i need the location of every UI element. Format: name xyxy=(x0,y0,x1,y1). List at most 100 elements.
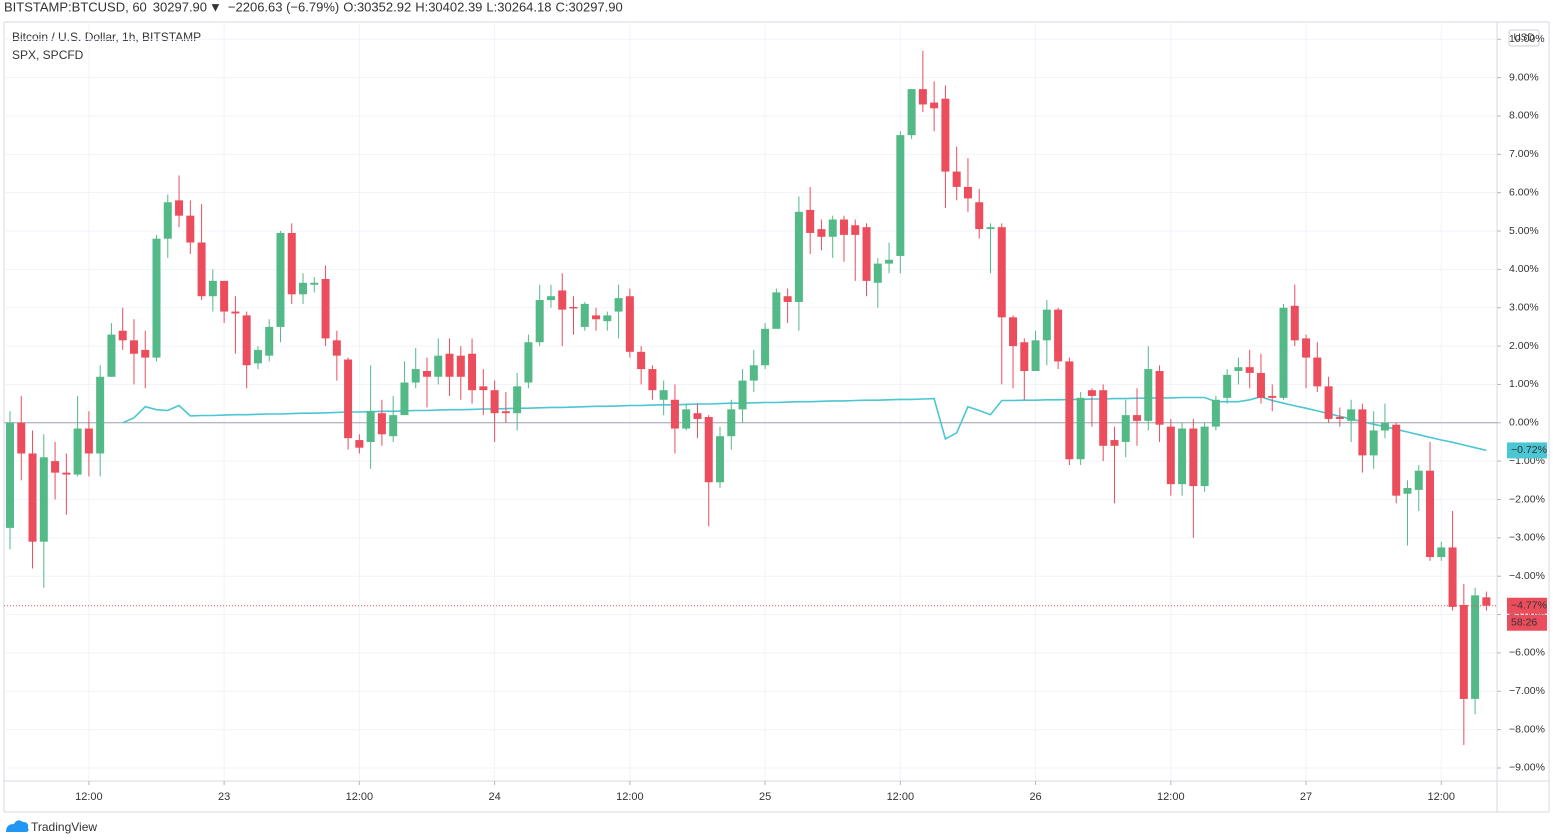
currency: USD xyxy=(1513,33,1534,44)
candle-body xyxy=(1471,595,1480,699)
ohlc-value: 30352.92 xyxy=(357,0,411,14)
currency-box xyxy=(1508,29,1540,47)
candle-body xyxy=(1347,409,1356,421)
y-tick-label: −8.00% xyxy=(1509,723,1545,735)
candle-body xyxy=(1369,430,1378,456)
candle-body xyxy=(96,376,105,454)
candle-body xyxy=(51,461,60,473)
candle-body xyxy=(648,369,657,391)
y-tick-label: 10.00% xyxy=(1509,33,1545,45)
candle-body xyxy=(727,409,736,437)
candle-body xyxy=(839,219,848,235)
x-tick-label: 12:00 xyxy=(616,791,644,803)
y-tick-label: 2.00% xyxy=(1509,340,1539,352)
candle-body xyxy=(1380,422,1389,431)
candle-body xyxy=(490,390,499,414)
candle-body xyxy=(659,390,668,400)
x-tick-label: 12:00 xyxy=(346,791,374,803)
candle-body xyxy=(986,227,995,230)
candle-body xyxy=(896,135,905,256)
candle-body xyxy=(1437,547,1446,558)
candle-body xyxy=(637,351,646,370)
y-tick-label: −4.00% xyxy=(1509,570,1545,582)
candle-body xyxy=(682,409,691,429)
candle-body xyxy=(118,330,127,341)
x-tick-label: 26 xyxy=(1029,791,1041,803)
countdown-box xyxy=(1507,614,1547,631)
candle-body xyxy=(1166,426,1175,485)
candle-body xyxy=(220,280,229,312)
candle-body xyxy=(930,102,939,109)
candle-body xyxy=(693,413,702,419)
candle-body xyxy=(1178,428,1187,485)
candle-body xyxy=(501,411,510,414)
candle-body xyxy=(546,296,555,301)
candle-body xyxy=(411,369,420,383)
candle-body xyxy=(975,202,984,230)
brand-icon xyxy=(6,820,29,832)
candle-body xyxy=(366,411,375,442)
candle-body xyxy=(1268,395,1277,398)
y-tick-label: 4.00% xyxy=(1509,263,1539,275)
candle-body xyxy=(873,263,882,283)
candle-body xyxy=(513,386,522,414)
candle-body xyxy=(186,215,195,243)
candle-body xyxy=(141,349,150,358)
candle-body xyxy=(1414,470,1423,490)
candle-body xyxy=(535,300,544,343)
candle-body xyxy=(918,89,927,105)
candle-body xyxy=(434,355,443,377)
brand: TradingView xyxy=(31,820,97,834)
candle-body xyxy=(17,422,26,454)
candle-body xyxy=(1099,390,1108,446)
ohlc-key: O: xyxy=(343,0,357,14)
ohlc-value: 30264.18 xyxy=(497,0,551,14)
candle-body xyxy=(1189,428,1198,487)
last-price-label: −4.77% xyxy=(1511,600,1547,612)
y-tick-label: −9.00% xyxy=(1509,762,1545,774)
change-arrow: ▼ xyxy=(209,0,222,14)
candle-body xyxy=(1042,309,1051,341)
candle-body xyxy=(129,340,138,354)
candle-body xyxy=(716,436,725,483)
x-tick-label: 12:00 xyxy=(75,791,103,803)
candle-body xyxy=(208,280,217,297)
price: 30297.90 xyxy=(153,0,207,14)
candle-body xyxy=(1133,415,1141,421)
candle-body xyxy=(1234,367,1243,372)
ohlc-value: 30297.90 xyxy=(569,0,623,14)
candle-body xyxy=(287,232,296,295)
candle-body xyxy=(163,202,172,239)
candle-body xyxy=(1426,470,1435,558)
x-tick-label: 27 xyxy=(1300,791,1312,803)
ohlc-value: 30402.39 xyxy=(428,0,482,14)
y-tick-label: 3.00% xyxy=(1509,302,1539,314)
candle-body xyxy=(1054,309,1063,362)
ohlc-key: L: xyxy=(486,0,497,14)
candle-body xyxy=(952,171,961,187)
candle-body xyxy=(592,315,601,320)
candle-body xyxy=(1155,371,1164,425)
candle-body xyxy=(524,342,533,383)
ohlc-key: C: xyxy=(556,0,569,14)
candle-body xyxy=(794,211,803,302)
candle-body xyxy=(1290,305,1299,341)
candle-body xyxy=(1358,409,1367,456)
candle-body xyxy=(28,453,37,542)
candle-body xyxy=(1335,417,1344,419)
y-tick-label: 5.00% xyxy=(1509,225,1539,237)
y-tick-label: 1.00% xyxy=(1509,378,1539,390)
candle-body xyxy=(175,200,184,216)
candle-body xyxy=(253,349,262,364)
candle-body xyxy=(265,326,274,356)
candle-body xyxy=(1211,399,1220,427)
candle-body xyxy=(6,422,14,528)
candle-body xyxy=(1448,547,1457,607)
candle-body xyxy=(997,227,1006,318)
candle-body xyxy=(321,278,330,339)
candle-body xyxy=(1459,604,1468,699)
candle-body xyxy=(197,242,206,297)
y-tick-label: 7.00% xyxy=(1509,148,1539,160)
